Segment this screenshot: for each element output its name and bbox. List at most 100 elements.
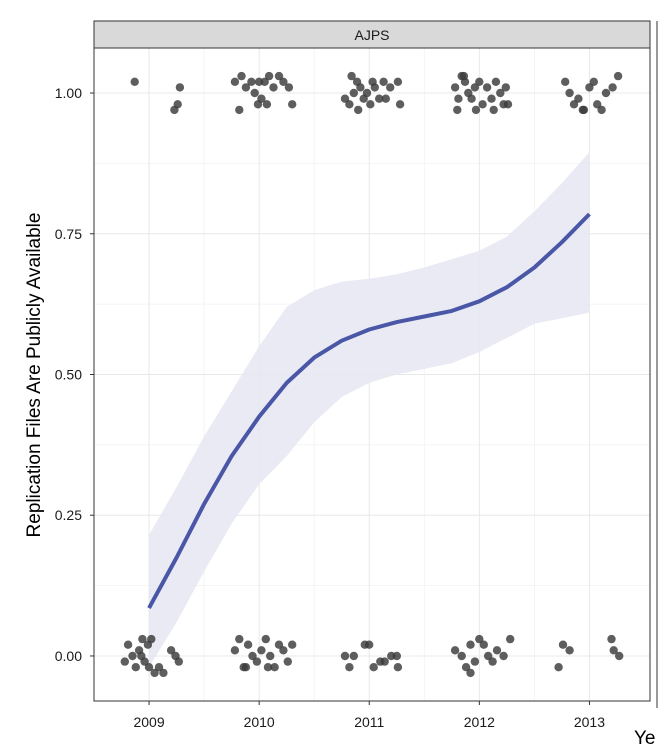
- data-point: [128, 651, 137, 661]
- x-axis-title: Ye: [634, 728, 656, 745]
- data-point: [356, 83, 365, 92]
- y-tick-label: 0.25: [55, 507, 82, 523]
- data-point: [243, 640, 253, 649]
- data-point: [235, 634, 244, 644]
- data-point: [470, 657, 480, 666]
- data-point: [283, 657, 292, 666]
- data-point: [138, 634, 147, 644]
- data-point: [386, 83, 395, 92]
- data-point: [274, 71, 284, 81]
- data-point: [457, 651, 466, 661]
- data-point: [499, 100, 508, 109]
- data-point: [393, 77, 403, 87]
- data-point: [147, 634, 156, 644]
- data-point: [466, 640, 475, 649]
- data-point: [247, 77, 256, 87]
- data-point: [499, 651, 508, 661]
- data-point: [261, 634, 270, 644]
- data-point: [491, 77, 501, 87]
- data-point: [362, 88, 372, 98]
- data-point: [150, 668, 159, 678]
- smooth-line: [147, 212, 591, 610]
- data-point: [131, 663, 140, 672]
- data-point: [260, 77, 269, 87]
- data-point: [589, 77, 598, 87]
- data-point: [615, 651, 624, 661]
- data-point: [466, 668, 475, 678]
- data-point: [608, 83, 617, 92]
- data-point: [607, 634, 616, 644]
- data-point: [288, 640, 297, 649]
- data-point: [475, 634, 484, 644]
- data-point: [392, 651, 401, 661]
- data-point: [252, 657, 262, 666]
- data-point: [269, 83, 278, 92]
- data-point: [288, 100, 297, 109]
- data-point: [354, 105, 363, 115]
- data-point: [496, 88, 505, 98]
- confidence-band-layer: [149, 152, 590, 668]
- y-axis-title: Replication Files Are Publicly Available: [24, 213, 45, 538]
- data-point: [279, 77, 288, 87]
- data-point: [501, 83, 510, 92]
- x-tick-label: 2013: [574, 714, 605, 730]
- y-tick-label: 0.50: [55, 367, 82, 383]
- data-point: [597, 105, 606, 115]
- data-point: [459, 71, 469, 81]
- data-point: [250, 88, 259, 98]
- data-point: [241, 663, 251, 672]
- data-point: [262, 100, 272, 109]
- data-point: [554, 663, 563, 672]
- x-tick-label: 2009: [133, 714, 164, 730]
- data-point: [393, 663, 403, 672]
- x-axis-ticks: 2009 2010 2011 2012 2013: [133, 701, 605, 730]
- data-point: [613, 71, 623, 81]
- data-point: [489, 105, 498, 115]
- data-point: [166, 646, 176, 655]
- data-point: [467, 94, 476, 103]
- data-point: [144, 663, 154, 672]
- data-point: [565, 88, 574, 98]
- data-point: [175, 83, 185, 92]
- data-point: [380, 657, 389, 666]
- data-point: [487, 94, 496, 103]
- data-point: [174, 657, 183, 666]
- data-point: [123, 640, 133, 649]
- smooth-line-layer: [147, 212, 591, 610]
- data-point: [154, 663, 164, 672]
- data-point: [482, 83, 492, 92]
- data-point: [137, 651, 146, 661]
- facet-strip-label: AJPS: [354, 27, 389, 43]
- data-point: [284, 83, 294, 92]
- data-point: [471, 105, 481, 115]
- data-point: [561, 77, 570, 87]
- data-point: [574, 94, 583, 103]
- data-point: [130, 77, 139, 87]
- data-point: [479, 640, 488, 649]
- data-point: [120, 657, 129, 666]
- data-point: [478, 100, 487, 109]
- data-point: [453, 105, 462, 115]
- data-point: [266, 651, 275, 661]
- data-point: [369, 663, 378, 672]
- data-point: [506, 634, 515, 644]
- data-point: [237, 71, 246, 81]
- points-layer: [120, 71, 624, 678]
- data-point: [241, 83, 251, 92]
- data-point: [395, 100, 405, 109]
- data-point: [450, 83, 460, 92]
- data-point: [565, 646, 574, 655]
- data-point: [461, 663, 471, 672]
- y-tick-label: 0.75: [55, 226, 82, 242]
- data-point: [349, 88, 358, 98]
- data-point: [340, 651, 350, 661]
- facet-strip: [93, 20, 651, 49]
- data-point: [279, 646, 288, 655]
- data-point: [558, 640, 568, 649]
- data-point: [347, 71, 356, 81]
- data-point: [601, 88, 611, 98]
- data-point: [230, 77, 240, 87]
- data-point: [366, 100, 375, 109]
- data-point: [345, 100, 354, 109]
- y-axis-ticks: 0.00 0.25 0.50 0.75 1.00: [55, 85, 94, 664]
